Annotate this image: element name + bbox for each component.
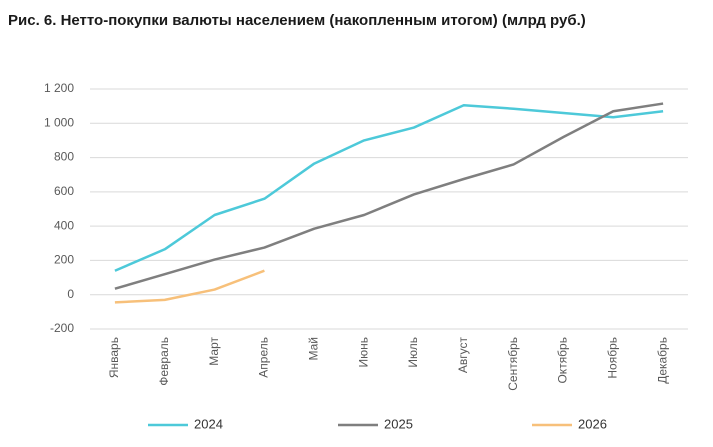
x-tick-label: Август	[456, 337, 470, 374]
y-tick-label: 400	[54, 218, 74, 232]
x-tick-label: Декабрь	[655, 337, 669, 384]
y-tick-label: -200	[50, 321, 74, 335]
y-tick-label: 800	[54, 150, 74, 164]
x-tick-label: Июль	[406, 337, 420, 368]
x-tick-label: Октябрь	[556, 337, 570, 384]
y-tick-label: 1 200	[44, 81, 74, 95]
y-tick-label: 200	[54, 253, 74, 267]
series-line	[114, 102, 664, 290]
x-tick-label: Июнь	[356, 337, 370, 368]
y-tick-label: 600	[54, 184, 74, 198]
x-tick-label: Январь	[107, 337, 121, 378]
x-tick-label: Февраль	[157, 337, 171, 386]
legend-label: 2024	[194, 416, 223, 431]
series-line	[114, 269, 265, 304]
chart-title: Рис. 6. Нетто-покупки валюты населением …	[8, 12, 586, 29]
x-tick-label: Май	[306, 337, 320, 361]
x-tick-label: Март	[207, 337, 221, 366]
y-tick-label: 0	[67, 287, 74, 301]
legend-label: 2025	[384, 416, 413, 431]
y-tick-label: 1 000	[44, 115, 74, 129]
x-tick-label: Сентябрь	[506, 337, 520, 391]
legend-label: 2026	[578, 416, 607, 431]
series-line	[114, 104, 664, 272]
x-tick-label: Ноябрь	[605, 337, 619, 379]
x-tick-label: Апрель	[257, 337, 271, 378]
